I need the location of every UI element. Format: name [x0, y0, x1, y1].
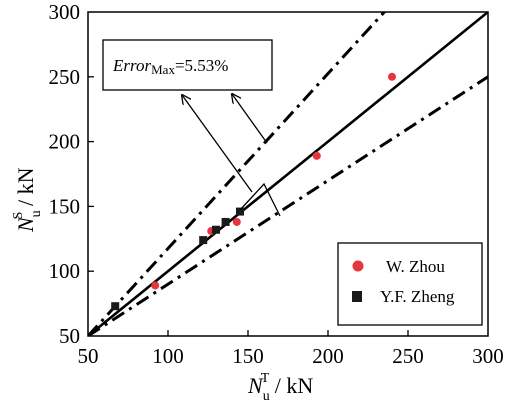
error-box [102, 39, 273, 91]
error-text: ErrorMax=5.53% [112, 56, 228, 77]
y-tick-label: 250 [49, 65, 81, 89]
y-tick-label: 50 [59, 324, 80, 348]
data-point-yfzheng [221, 217, 230, 226]
x-tick-label: 200 [312, 344, 344, 368]
x-tick-label: 50 [78, 344, 99, 368]
legend: W. Zhou Y.F. Zheng [337, 242, 483, 326]
data-point-wzhou [388, 72, 396, 81]
plot-frame [87, 11, 489, 337]
y-tick-label: 200 [49, 130, 81, 154]
arrow-upper [232, 94, 268, 144]
data-point-wzhou [151, 281, 160, 290]
bracket-line [239, 182, 281, 217]
y-tick-label: 300 [49, 0, 81, 24]
legend-marker-yfzheng [352, 291, 362, 302]
reference-line-bound [88, 75, 488, 336]
x-tick-label: 100 [152, 344, 184, 368]
y-axis-label: NuS / kN [11, 167, 44, 233]
reference-line-bound [88, 12, 387, 336]
data-point-yfzheng [199, 236, 208, 245]
arrow-lower [182, 95, 253, 193]
error-annotation: ErrorMax=5.53% [102, 39, 281, 217]
data-points [111, 72, 396, 311]
x-tick-label: 300 [472, 344, 504, 368]
data-point-yfzheng [111, 302, 120, 311]
data-point-yfzheng [212, 225, 220, 234]
x-axis-label: NuT / kN [247, 371, 313, 404]
legend-box [337, 242, 483, 326]
legend-marker-wzhou [352, 260, 364, 272]
x-tick-label: 150 [232, 344, 264, 368]
legend-label-yfzheng: Y.F. Zheng [380, 287, 455, 306]
y-tick-label: 150 [49, 194, 81, 218]
data-point-yfzheng [236, 207, 244, 216]
x-ticks: 50 100 150 200 250 300 [78, 330, 504, 368]
data-point-wzhou [312, 151, 321, 160]
data-point-wzhou [232, 217, 241, 226]
x-tick-label: 250 [392, 344, 424, 368]
y-ticks: 50 100 150 200 250 300 [49, 0, 94, 348]
y-tick-label: 100 [49, 259, 81, 283]
legend-label-wzhou: W. Zhou [386, 257, 445, 276]
